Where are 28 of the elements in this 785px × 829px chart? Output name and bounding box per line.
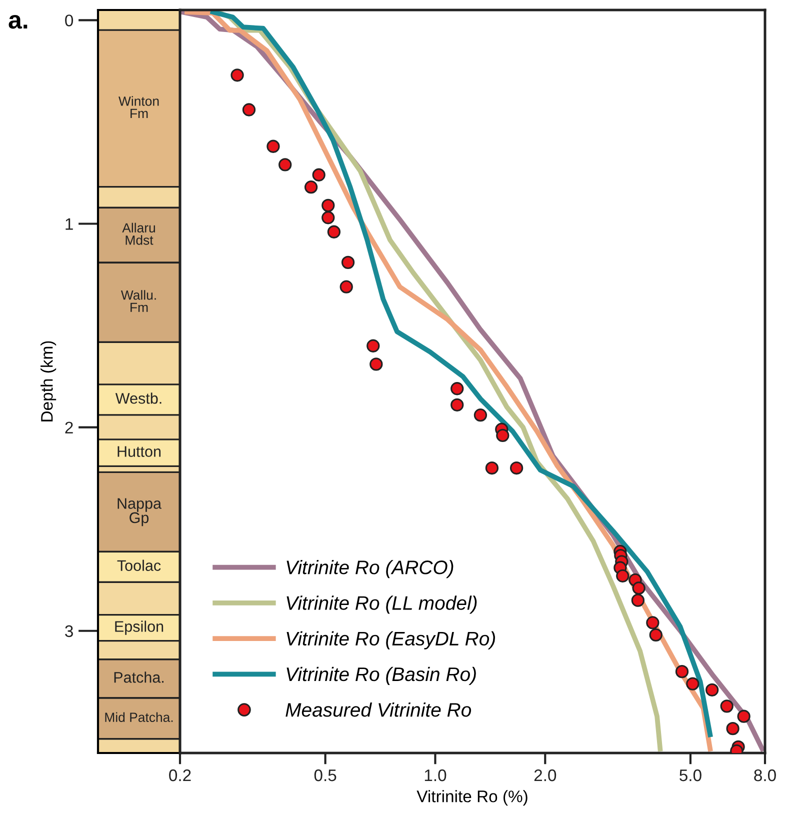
text: Mid Patcha.	[105, 712, 173, 722]
chart-title: a.	[8, 15, 28, 29]
y-tick-label: 1	[66, 218, 73, 230]
text: Wallu. Fm	[120, 290, 156, 312]
legend-label: Measured Vitrinite Ro	[286, 702, 472, 717]
text: Toolac	[117, 560, 161, 571]
legend-label: Vitrinite Ro (Basin Ro)	[286, 666, 476, 686]
legend-label: Vitrinite Ro (EasyDL Ro)	[286, 631, 495, 650]
x-tick-label: 5.0	[680, 769, 702, 782]
text: Epsilon	[115, 620, 164, 635]
text: Allaru Mdst	[122, 222, 155, 245]
x-tick-label: 8.0	[754, 769, 776, 782]
y-tick-label: 2	[65, 422, 73, 434]
y-axis-title: Depth (km)	[40, 341, 56, 422]
text: Hutton	[118, 446, 161, 457]
x-axis-title: Vitrinite Ro (%)	[416, 790, 528, 806]
x-tick-label: 0.2	[169, 769, 191, 782]
x-tick-label: 0.5	[314, 769, 336, 782]
y-tick-label: 0	[65, 14, 74, 26]
y-tick-label: 3	[65, 625, 73, 638]
x-tick-label: 2.0	[534, 769, 556, 782]
text: Patcha.	[114, 672, 164, 683]
legend-label: Vitrinite Ro (ARCO)	[286, 560, 454, 578]
legend-label: Vitrinite Ro (LL model)	[286, 596, 477, 614]
text: Westb.	[115, 392, 162, 404]
text: Winton Fm	[118, 96, 159, 118]
x-tick-label: 1.0	[424, 769, 446, 782]
text: Nappa Gp	[118, 498, 162, 526]
